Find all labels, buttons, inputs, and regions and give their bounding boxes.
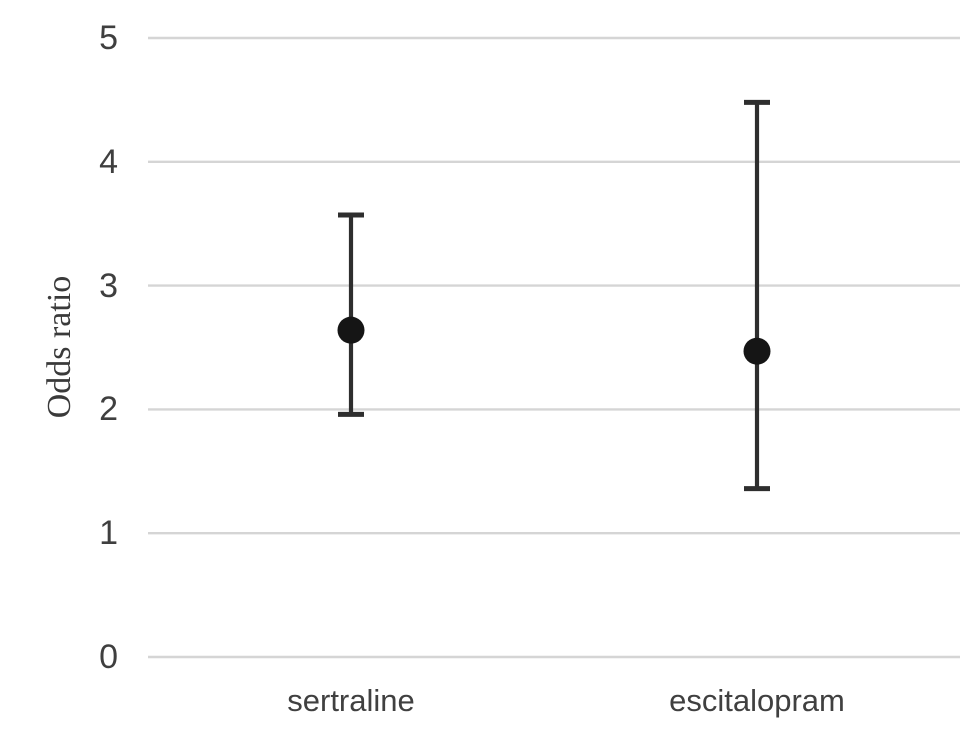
- x-category-label-sertraline: sertraline: [287, 683, 415, 718]
- y-tick-label-1: 1: [99, 514, 118, 553]
- point-marker-sertraline: [337, 316, 365, 344]
- y-tick-label-5: 5: [99, 19, 118, 57]
- y-tick-label-0: 0: [99, 638, 118, 676]
- point-marker-escitalopram: [743, 337, 771, 365]
- y-tick-label-2: 2: [99, 390, 118, 429]
- x-category-label-escitalopram: escitalopram: [669, 683, 845, 718]
- y-tick-label-4: 4: [99, 142, 118, 181]
- y-tick-label-3: 3: [99, 266, 118, 305]
